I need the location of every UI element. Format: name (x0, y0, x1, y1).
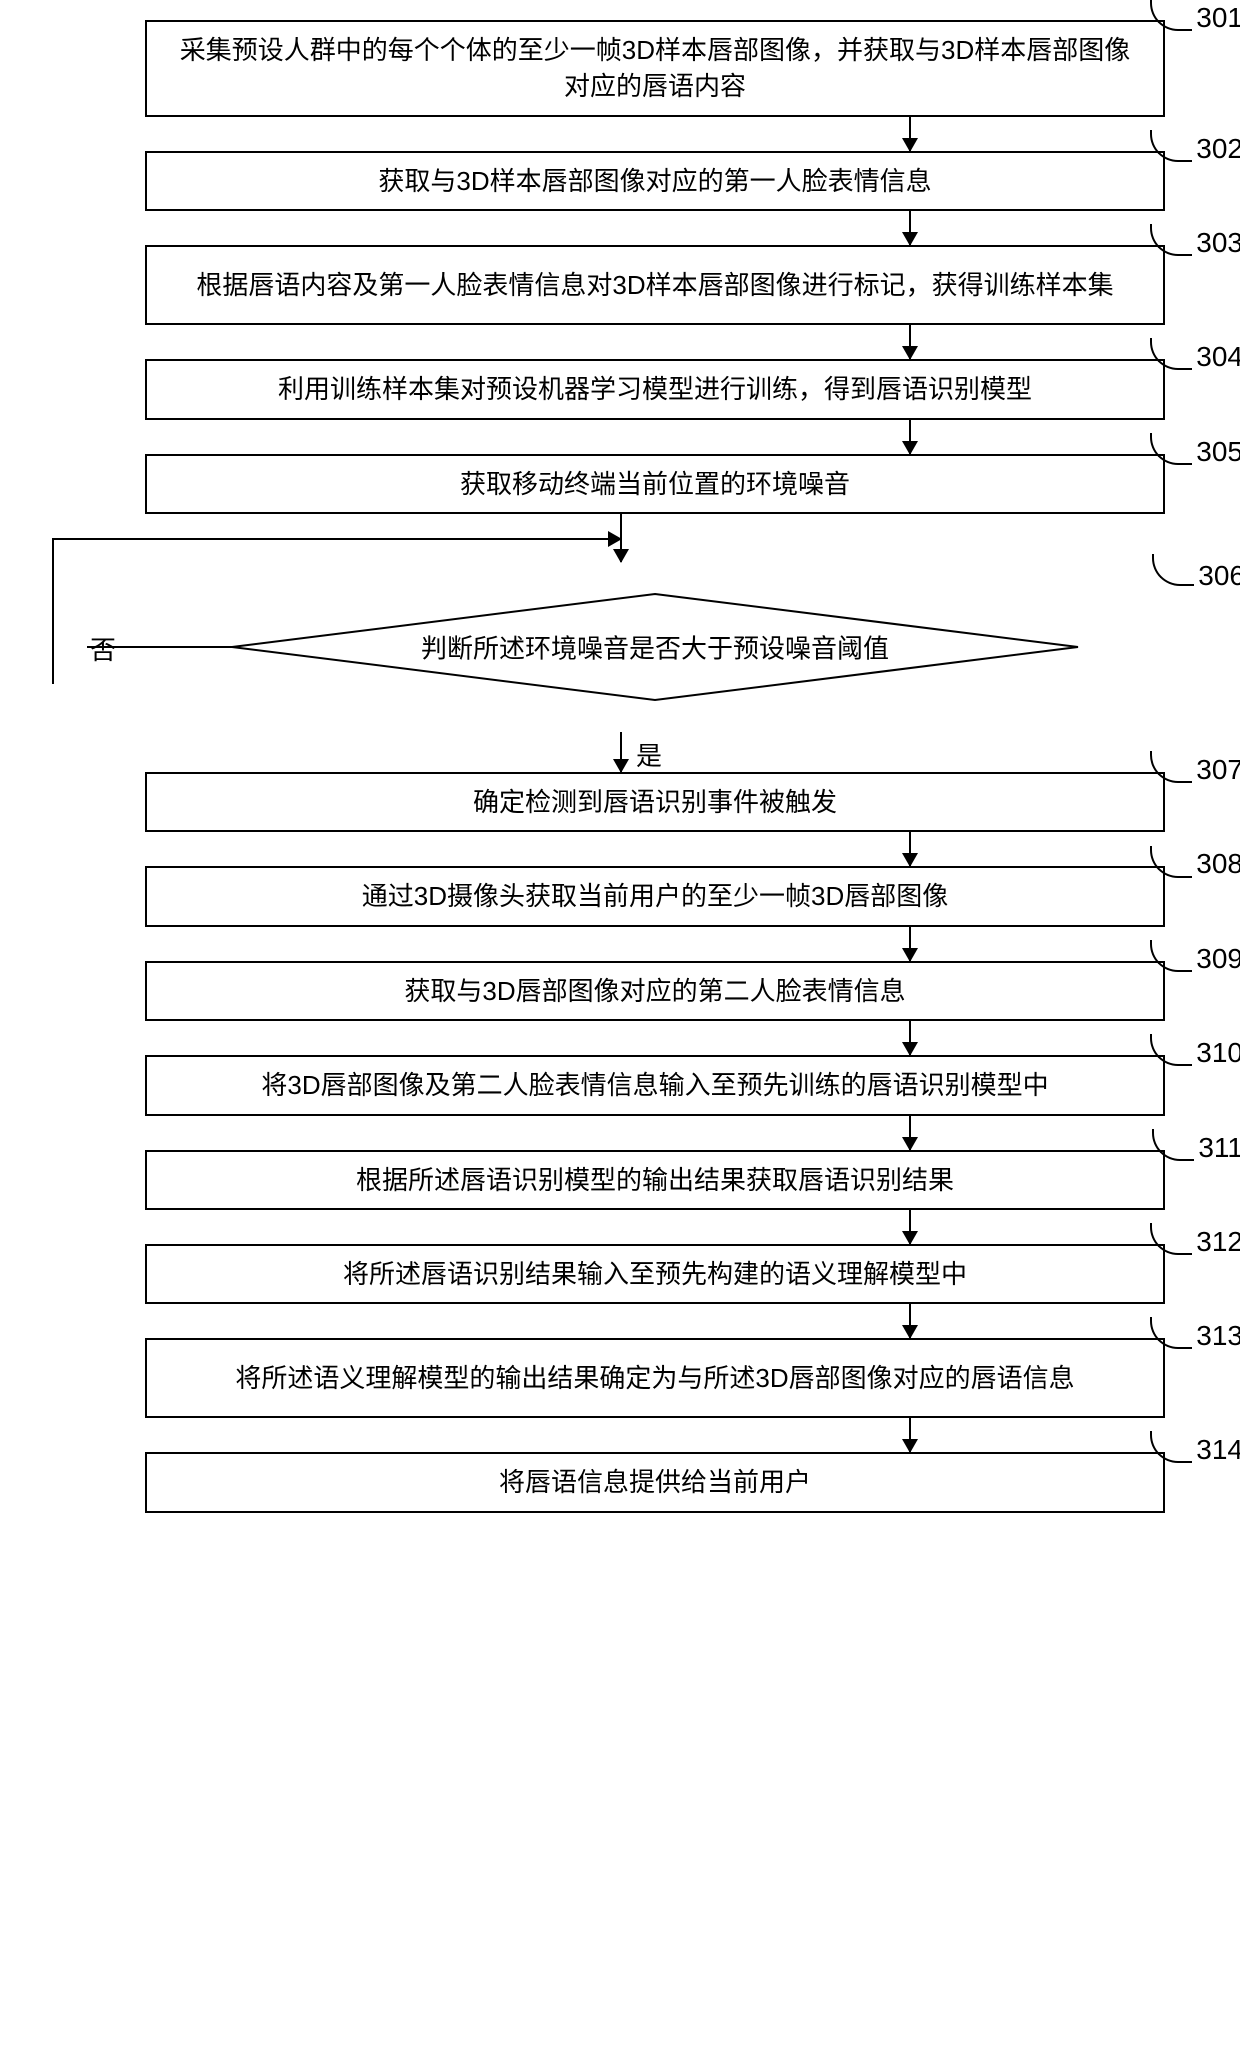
step-310: 将3D唇部图像及第二人脸表情信息输入至预先训练的唇语识别模型中 310 (145, 1055, 1165, 1115)
step-label-304: 304 (1150, 337, 1240, 376)
step-text: 利用训练样本集对预设机器学习模型进行训练，得到唇语识别模型 (278, 371, 1032, 407)
step-307: 确定检测到唇语识别事件被触发 307 (145, 772, 1165, 832)
arrow (909, 1210, 911, 1244)
step-label-305: 305 (1150, 432, 1240, 471)
step-text: 采集预设人群中的每个个体的至少一帧3D样本唇部图像，并获取与3D样本唇部图像对应… (167, 32, 1143, 105)
step-text: 获取与3D样本唇部图像对应的第一人脸表情信息 (378, 163, 931, 199)
step-312: 将所述唇语识别结果输入至预先构建的语义理解模型中 312 (145, 1244, 1165, 1304)
step-302: 获取与3D样本唇部图像对应的第一人脸表情信息 302 (145, 151, 1165, 211)
step-305: 获取移动终端当前位置的环境噪音 305 (145, 454, 1165, 514)
step-309: 获取与3D唇部图像对应的第二人脸表情信息 309 (145, 961, 1165, 1021)
step-text: 确定检测到唇语识别事件被触发 (473, 784, 837, 820)
arrow (909, 117, 911, 151)
step-text: 获取移动终端当前位置的环境噪音 (460, 466, 850, 502)
decision-text: 判断所述环境噪音是否大于预设噪音阈值 (421, 628, 889, 665)
arrow (909, 325, 911, 359)
step-text: 将3D唇部图像及第二人脸表情信息输入至预先训练的唇语识别模型中 (261, 1067, 1048, 1103)
step-text: 将所述语义理解模型的输出结果确定为与所述3D唇部图像对应的唇语信息 (235, 1360, 1074, 1396)
arrow (909, 1116, 911, 1150)
step-301: 采集预设人群中的每个个体的至少一帧3D样本唇部图像，并获取与3D样本唇部图像对应… (145, 20, 1165, 117)
decision-306: 判断所述环境噪音是否大于预设噪音阈值 306 (145, 562, 1165, 732)
arrow (909, 420, 911, 454)
yes-branch: 是 (40, 732, 1200, 772)
step-313: 将所述语义理解模型的输出结果确定为与所述3D唇部图像对应的唇语信息 313 (145, 1338, 1165, 1418)
step-text: 通过3D摄像头获取当前用户的至少一帧3D唇部图像 (362, 878, 948, 914)
arrow (909, 832, 911, 866)
no-loop-arrowhead (608, 531, 622, 547)
arrow (909, 1418, 911, 1452)
step-label-309: 309 (1150, 939, 1240, 978)
step-311: 根据所述唇语识别模型的输出结果获取唇语识别结果 311 (145, 1150, 1165, 1210)
step-314: 将唇语信息提供给当前用户 314 (145, 1452, 1165, 1512)
step-label-302: 302 (1150, 129, 1240, 168)
decision-yes-label: 是 (636, 736, 662, 773)
diamond-left-connector (87, 646, 233, 648)
step-label-303: 303 (1150, 223, 1240, 262)
step-label-311: 311 (1152, 1128, 1240, 1167)
step-text: 根据所述唇语识别模型的输出结果获取唇语识别结果 (356, 1162, 954, 1198)
decision-no-label: 否 (90, 630, 116, 667)
flowchart-container: 采集预设人群中的每个个体的至少一帧3D样本唇部图像，并获取与3D样本唇部图像对应… (40, 20, 1200, 1513)
step-text: 获取与3D唇部图像对应的第二人脸表情信息 (404, 973, 905, 1009)
step-label-307: 307 (1150, 750, 1240, 789)
step-label-306: 306 (1152, 554, 1240, 592)
arrow (909, 1021, 911, 1055)
step-label-310: 310 (1150, 1033, 1240, 1072)
merge-point: 否 (40, 514, 1200, 562)
step-label-313: 313 (1150, 1316, 1240, 1355)
arrow (909, 1304, 911, 1338)
step-text: 根据唇语内容及第一人脸表情信息对3D样本唇部图像进行标记，获得训练样本集 (196, 267, 1113, 303)
step-label-312: 312 (1150, 1222, 1240, 1261)
step-308: 通过3D摄像头获取当前用户的至少一帧3D唇部图像 308 (145, 866, 1165, 926)
step-303: 根据唇语内容及第一人脸表情信息对3D样本唇部图像进行标记，获得训练样本集 303 (145, 245, 1165, 325)
step-label-308: 308 (1150, 844, 1240, 883)
step-304: 利用训练样本集对预设机器学习模型进行训练，得到唇语识别模型 304 (145, 359, 1165, 419)
arrow (620, 732, 622, 772)
step-label-301: 301 (1150, 0, 1240, 37)
arrow (909, 211, 911, 245)
step-text: 将唇语信息提供给当前用户 (499, 1464, 811, 1500)
step-text: 将所述唇语识别结果输入至预先构建的语义理解模型中 (343, 1256, 967, 1292)
step-label-314: 314 (1150, 1430, 1240, 1469)
arrow (909, 927, 911, 961)
